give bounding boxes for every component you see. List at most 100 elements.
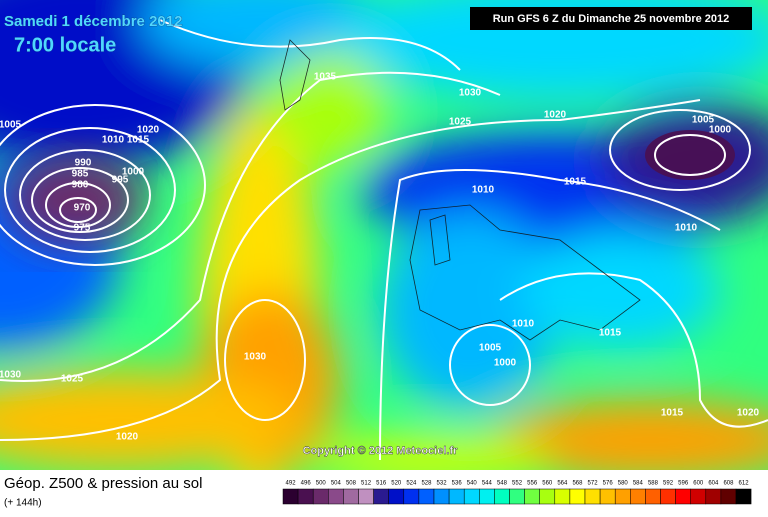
scale-swatch <box>720 488 737 505</box>
scale-label: 504 <box>331 481 342 487</box>
isobar-label: 1010 <box>675 223 698 234</box>
scale-label: 492 <box>286 481 297 487</box>
scale-swatch <box>433 488 450 505</box>
isobar-label: 985 <box>72 169 89 180</box>
isobar-label: 990 <box>75 158 92 169</box>
scale-swatch <box>328 488 344 505</box>
scale-swatch <box>418 488 435 505</box>
scale-swatch <box>509 488 525 505</box>
isobar-label: 980 <box>72 180 89 191</box>
scale-label: 544 <box>482 481 493 487</box>
scale-label: 560 <box>542 481 553 487</box>
scale-label: 592 <box>663 481 674 487</box>
scale-swatch <box>614 488 631 505</box>
scale-swatch <box>539 488 556 505</box>
scale-label: 552 <box>512 481 523 487</box>
scale-swatch <box>675 488 691 505</box>
scale-label: 588 <box>648 481 659 487</box>
scale-swatch <box>297 488 314 505</box>
isobar-label: 1000 <box>494 358 517 369</box>
run-box <box>470 7 752 30</box>
scale-swatch <box>735 488 752 505</box>
scale-label: 524 <box>406 481 417 487</box>
isobar-label: 1020 <box>137 125 160 136</box>
scale-label: 584 <box>633 481 644 487</box>
scale-label: 576 <box>603 481 614 487</box>
isobar-label: 1010 <box>472 185 495 196</box>
isobar-label: 975 <box>74 223 91 234</box>
scale-label: 600 <box>693 481 704 487</box>
isobar-label: 1025 <box>449 117 472 128</box>
scale-swatch <box>282 488 299 505</box>
run-label: Run GFS 6 Z du Dimanche 25 novembre 2012 <box>493 13 730 25</box>
scale-swatch <box>403 488 420 505</box>
isobars <box>0 19 768 461</box>
scale-label: 508 <box>346 481 357 487</box>
footer-title: Géop. Z500 & pression au sol <box>4 475 202 492</box>
scale-label: 532 <box>437 481 448 487</box>
isobar-label: 1035 <box>314 72 337 83</box>
isobar-label: 1010 <box>102 135 125 146</box>
scale-swatch <box>463 488 480 505</box>
map-field <box>0 0 768 470</box>
scale-swatch <box>599 488 616 505</box>
scale-label: 528 <box>421 481 432 487</box>
scale-label: 536 <box>452 481 463 487</box>
isobar-label: 1000 <box>122 167 145 178</box>
isobar-label: 1015 <box>661 408 684 419</box>
scale-label: 580 <box>618 481 629 487</box>
scale-swatch <box>479 488 495 505</box>
isobar-label: 1015 <box>599 328 622 339</box>
scale-swatch <box>690 488 707 505</box>
scale-label: 520 <box>391 481 402 487</box>
scale-label: 608 <box>723 481 734 487</box>
date-label: Samedi 1 décembre 2012 <box>4 13 182 30</box>
scale-swatch <box>569 488 586 505</box>
scale-swatch <box>388 488 405 505</box>
isobar-label: 1020 <box>737 408 760 419</box>
scale-label: 596 <box>678 481 689 487</box>
scale-label: 500 <box>316 481 327 487</box>
scale-label: 548 <box>497 481 508 487</box>
scale-swatch <box>524 488 540 505</box>
isobar-label: 1005 <box>479 343 502 354</box>
isobar-label: 995 <box>112 175 129 186</box>
scale-label: 568 <box>572 481 583 487</box>
scale-label: 604 <box>708 481 719 487</box>
scale-swatch <box>494 488 510 505</box>
isobar-label: 1005 <box>692 115 715 126</box>
scale-label: 556 <box>527 481 538 487</box>
scale-label: 572 <box>588 481 599 487</box>
scale-swatch <box>705 488 722 505</box>
scale-swatch <box>373 488 389 505</box>
scale-label: 612 <box>739 481 750 487</box>
scale-swatch <box>343 488 359 505</box>
isobar-label: 1030 <box>244 352 267 363</box>
scale-swatch <box>630 488 646 505</box>
isobar-label: 1020 <box>544 110 567 121</box>
isobar-label: 1025 <box>61 374 84 385</box>
isobar-label: 1000 <box>709 125 732 136</box>
scale-swatch <box>358 488 374 505</box>
isobar-label: 1020 <box>116 432 139 443</box>
footer-lead: (+ 144h) <box>4 498 42 509</box>
scale-swatch <box>554 488 571 505</box>
land <box>279 39 641 341</box>
isobar-label: 1030 <box>459 88 482 99</box>
scale-label: 496 <box>301 481 312 487</box>
isobar-label: 1030 <box>0 370 22 381</box>
scale-label: 564 <box>557 481 568 487</box>
isobar-label: 1010 <box>512 319 535 330</box>
copyright: Copyright © 2012 Meteociel.fr <box>303 445 459 457</box>
scale-swatch <box>660 488 676 505</box>
scale-label: 540 <box>467 481 478 487</box>
scale-swatch <box>645 488 661 505</box>
time-label: 7:00 locale <box>14 34 116 56</box>
scale-swatch <box>584 488 601 505</box>
scale-label: 516 <box>376 481 387 487</box>
isobar-label: 1005 <box>0 120 22 131</box>
scale-swatch <box>448 488 465 505</box>
isobar-label: 1015 <box>564 177 587 188</box>
scale-swatch <box>312 488 329 505</box>
